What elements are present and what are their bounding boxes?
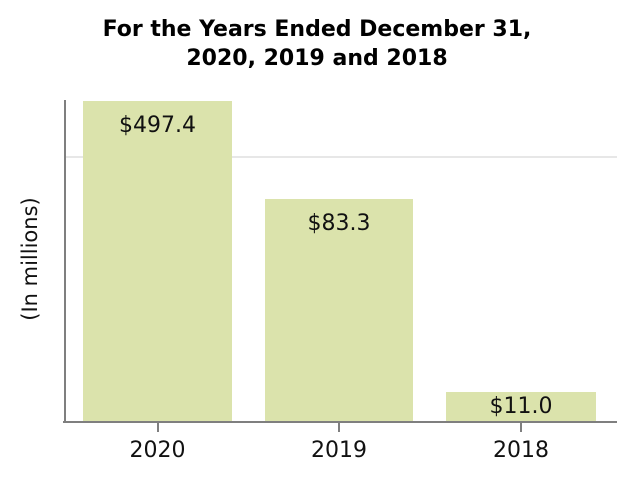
- bar-2018: $11.0: [446, 392, 596, 421]
- bar-value-label-2019: $83.3: [307, 211, 371, 236]
- bar-value-label-2018: $11.0: [489, 393, 553, 419]
- x-tick-label-2019: 2019: [311, 438, 367, 463]
- x-tick-label-2020: 2020: [129, 438, 186, 463]
- x-axis-tick-2018: [520, 423, 522, 432]
- x-axis-line: [63, 421, 617, 423]
- chart-title-line1: For the Years Ended December 31,: [102, 17, 532, 42]
- plot-area: $497.4 $83.3 $11.0 2020 2019 2018: [63, 100, 617, 463]
- x-tick-label-2018: 2018: [493, 438, 549, 463]
- chart-title-line2: 2020, 2019 and 2018: [186, 46, 448, 71]
- x-axis-tick-2020: [156, 423, 159, 432]
- chart-title: For the Years Ended December 31, 2020, 2…: [0, 15, 634, 73]
- y-axis-label: (In millions): [18, 197, 42, 321]
- bar-2020: $497.4: [83, 101, 232, 421]
- horizontal-gridline: [66, 156, 617, 158]
- bar-value-label-2020: $497.4: [119, 113, 196, 138]
- bar-2019: $83.3: [265, 199, 413, 421]
- x-axis-tick-2019: [338, 423, 340, 432]
- y-axis-line: [64, 100, 66, 422]
